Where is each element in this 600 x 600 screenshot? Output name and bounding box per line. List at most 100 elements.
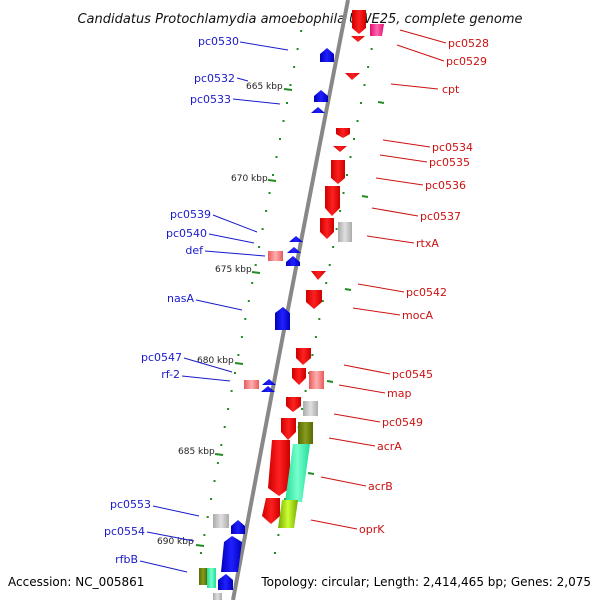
gene-block[interactable]: [338, 222, 352, 242]
gene-arrow[interactable]: [281, 418, 296, 440]
gene-block[interactable]: [213, 514, 229, 528]
tick-dot: [237, 354, 240, 356]
tick-dot: [311, 354, 314, 356]
gene-label[interactable]: def: [185, 244, 204, 257]
tick-dot: [274, 552, 276, 554]
gene-arrow[interactable]: [352, 10, 366, 34]
gene-arrow[interactable]: [286, 397, 301, 412]
gene-label[interactable]: pc0534: [432, 141, 473, 154]
scale-label: 685 kbp: [178, 447, 215, 457]
gene-block[interactable]: [298, 422, 313, 444]
tick-dot: [356, 120, 359, 122]
gene-label[interactable]: pc0545: [392, 368, 433, 381]
tick-dot: [227, 408, 230, 410]
gene-arrow[interactable]: [261, 386, 275, 392]
tick-dot: [328, 264, 331, 266]
gene-arrow[interactable]: [296, 348, 311, 365]
gene-arrow[interactable]: [314, 90, 328, 102]
gene-arrow[interactable]: [268, 440, 290, 496]
gene-label[interactable]: pc0547: [141, 351, 182, 364]
left-leader-lines: [139, 41, 289, 573]
tick-dot: [265, 210, 268, 212]
gene-label[interactable]: pc0554: [104, 525, 145, 538]
gene-arrow[interactable]: [351, 36, 365, 42]
tick-dot: [282, 120, 285, 122]
gene-arrow[interactable]: [292, 368, 306, 385]
gene-label[interactable]: rf-2: [161, 368, 180, 381]
gene-arrow[interactable]: [370, 24, 384, 36]
gene-arrow[interactable]: [336, 128, 350, 138]
gene-label[interactable]: map: [387, 387, 411, 400]
gene-label[interactable]: nasA: [167, 292, 194, 305]
tick-dot: [293, 66, 296, 68]
tick-dot: [275, 156, 278, 158]
gene-arrow[interactable]: [275, 307, 290, 330]
gene-label[interactable]: pc0553: [110, 498, 151, 511]
right-leader-lines: [310, 29, 447, 530]
gene-block[interactable]: [207, 568, 216, 588]
gene-label[interactable]: rfbB: [115, 553, 138, 566]
gene-label[interactable]: cpt: [442, 83, 460, 96]
tick-dot: [230, 390, 233, 392]
gene-arrow[interactable]: [231, 520, 245, 534]
gene-label[interactable]: pc0540: [166, 227, 207, 240]
map-title: Candidatus Protochlamydia amoebophila UW…: [77, 12, 522, 27]
gene-arrow[interactable]: [221, 536, 242, 572]
gene-label[interactable]: mocA: [402, 309, 433, 322]
gene-arrow[interactable]: [320, 48, 334, 62]
gene-arrow[interactable]: [325, 186, 340, 216]
gene-block[interactable]: [213, 593, 222, 600]
gene-arrow[interactable]: [306, 290, 322, 309]
tick-dot: [339, 210, 342, 212]
gene-label[interactable]: pc0530: [198, 35, 239, 48]
gene-label[interactable]: oprK: [359, 523, 385, 536]
tick-dot: [342, 192, 345, 194]
gene-arrow[interactable]: [262, 379, 276, 385]
gene-arrow[interactable]: [331, 160, 345, 184]
gene-label[interactable]: pc0549: [382, 416, 423, 429]
gene-arrow[interactable]: [333, 146, 347, 152]
gene-label[interactable]: acrB: [368, 480, 393, 493]
gene-arrow[interactable]: [286, 256, 300, 266]
gene-label[interactable]: pc0533: [190, 93, 231, 106]
tick-dot: [318, 318, 321, 320]
scale-labels: 665 kbp 670 kbp 675 kbp 680 kbp 685 kbp …: [157, 82, 283, 547]
gene-block[interactable]: [285, 444, 310, 502]
gene-label[interactable]: pc0537: [420, 210, 461, 223]
gene-arrow[interactable]: [311, 107, 325, 113]
tick-dot: [321, 300, 324, 302]
gene-block[interactable]: [268, 251, 283, 261]
tick-dot: [300, 30, 303, 32]
gene-arrow[interactable]: [311, 271, 326, 280]
gene-block[interactable]: [199, 568, 207, 585]
gene-label[interactable]: rtxA: [416, 237, 439, 250]
gene-arrow[interactable]: [289, 236, 303, 242]
gene-label[interactable]: pc0535: [429, 156, 470, 169]
gene-arrow[interactable]: [262, 498, 280, 524]
reverse-strand-genes: [199, 48, 334, 600]
gene-label[interactable]: pc0539: [170, 208, 211, 221]
tick-dot: [349, 156, 352, 158]
gene-arrow[interactable]: [287, 247, 301, 253]
gene-label[interactable]: pc0536: [425, 179, 466, 192]
gene-block[interactable]: [309, 371, 324, 389]
tick-dot: [234, 372, 236, 374]
gene-label[interactable]: pc0529: [446, 55, 487, 68]
tick-dot: [223, 426, 226, 428]
left-gene-labels: pc0530 pc0532 pc0533 pc0539 pc0540 def n…: [104, 35, 239, 566]
gene-arrow[interactable]: [320, 218, 334, 239]
tick-dot: [244, 318, 247, 320]
gene-arrow[interactable]: [345, 73, 360, 80]
gene-block[interactable]: [278, 500, 298, 528]
scale-ticks: [195, 88, 385, 547]
gene-label[interactable]: pc0532: [194, 72, 235, 85]
gene-arrow[interactable]: [218, 574, 233, 590]
gene-label[interactable]: pc0528: [448, 37, 489, 50]
tick-dot: [220, 444, 223, 446]
gene-block[interactable]: [303, 401, 318, 416]
gene-label[interactable]: acrA: [377, 440, 402, 453]
tick-dot: [268, 192, 271, 194]
gene-label[interactable]: pc0542: [406, 286, 447, 299]
gene-block[interactable]: [244, 380, 259, 389]
